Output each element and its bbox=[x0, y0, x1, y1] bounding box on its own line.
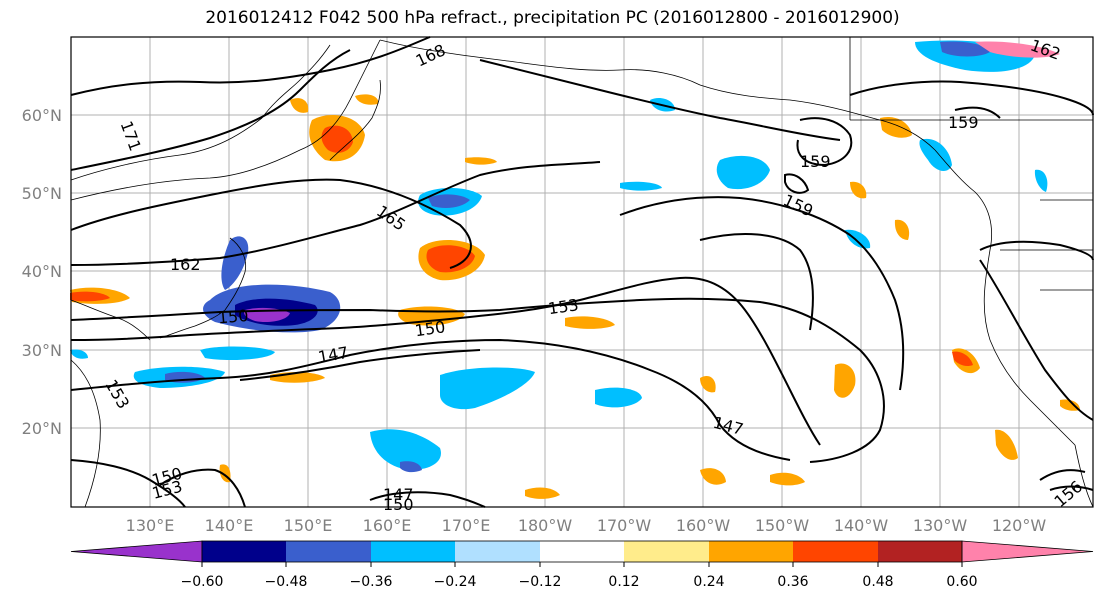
lon-label: 140°E bbox=[205, 516, 254, 535]
colorbar-segment bbox=[202, 541, 286, 562]
colorbar-tick-label: −0.12 bbox=[519, 574, 562, 590]
colorbar-segment bbox=[709, 541, 793, 562]
colorbar-tick-label: 0.48 bbox=[862, 574, 893, 590]
contour-label: 159 bbox=[800, 152, 831, 171]
colorbar-tick-label: 0.60 bbox=[946, 574, 977, 590]
coastlines bbox=[70, 37, 1094, 508]
colorbar-extend-low bbox=[70, 540, 203, 563]
map-border bbox=[70, 36, 1094, 508]
colorbar-border bbox=[201, 540, 963, 563]
lat-label: 50°N bbox=[22, 184, 62, 203]
lon-label: 140°W bbox=[834, 516, 889, 535]
lat-label: 20°N bbox=[22, 419, 62, 438]
precip-shading bbox=[70, 40, 1080, 499]
map-title: 2016012412 F042 500 hPa refract., precip… bbox=[205, 8, 900, 28]
lon-label: 130°E bbox=[126, 516, 175, 535]
contour-label: 150 bbox=[217, 306, 249, 328]
contour-label: 147 bbox=[383, 485, 414, 504]
lon-label: 120°W bbox=[992, 516, 1047, 535]
colorbar-segment bbox=[540, 541, 624, 562]
contour-label: 150 bbox=[383, 495, 414, 514]
contour-label: 153 bbox=[547, 295, 580, 318]
colorbar-segment bbox=[371, 541, 455, 562]
lat-label: 40°N bbox=[22, 262, 62, 281]
lon-label: 180°W bbox=[518, 516, 573, 535]
colorbar-segment bbox=[286, 541, 371, 562]
contour-label: 159 bbox=[948, 113, 979, 132]
lon-label: 170°W bbox=[597, 516, 652, 535]
colorbar-tick-label: −0.36 bbox=[350, 574, 393, 590]
lon-label: 160°E bbox=[363, 516, 412, 535]
colorbar-segment bbox=[793, 541, 878, 562]
contours bbox=[70, 36, 1094, 508]
lon-axis: 130°E 140°E 150°E 160°E 170°E 180°W 170°… bbox=[126, 516, 1047, 535]
lon-label: 170°E bbox=[442, 516, 491, 535]
colorbar-segment bbox=[455, 541, 540, 562]
lon-label: 150°W bbox=[755, 516, 810, 535]
contour-label: 162 bbox=[170, 255, 201, 274]
colorbar-tick-label: 0.24 bbox=[693, 574, 724, 590]
colorbar-ticks: −0.60 −0.48 −0.36 −0.24 −0.12 0.12 0.24 … bbox=[181, 574, 978, 590]
colorbar-tick-label: −0.24 bbox=[434, 574, 477, 590]
lat-axis: 60°N 50°N 40°N 30°N 20°N bbox=[22, 106, 62, 438]
colorbar-tick-label: 0.12 bbox=[608, 574, 639, 590]
lat-label: 30°N bbox=[22, 341, 62, 360]
colorbar-tick-label: −0.60 bbox=[181, 574, 224, 590]
contour-label: 150 bbox=[414, 317, 447, 340]
colorbar-segment bbox=[624, 541, 709, 562]
colorbar-extend-high bbox=[961, 540, 1094, 563]
lon-label: 150°E bbox=[284, 516, 333, 535]
lon-label: 130°W bbox=[913, 516, 968, 535]
colorbar bbox=[70, 540, 1094, 567]
lat-label: 60°N bbox=[22, 106, 62, 125]
colorbar-segment bbox=[878, 541, 962, 562]
colorbar-tick-label: −0.48 bbox=[265, 574, 308, 590]
colorbar-tick-label: 0.36 bbox=[777, 574, 808, 590]
lon-label: 160°W bbox=[676, 516, 731, 535]
